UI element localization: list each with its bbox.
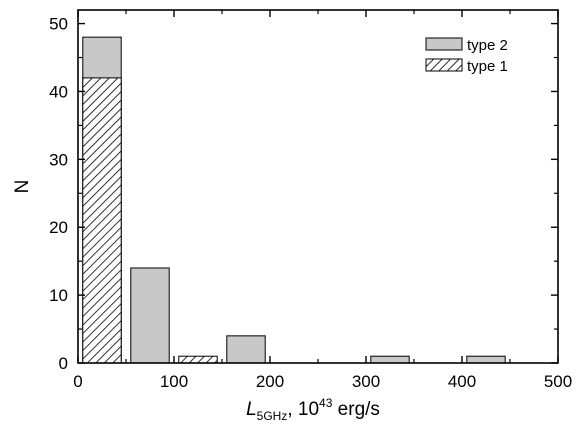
x-axis-title-superscript: 43 bbox=[319, 396, 333, 410]
x-axis-title-suffix: erg/s bbox=[332, 399, 380, 420]
y-tick-label-1: 10 bbox=[49, 286, 68, 305]
y-axis-title: N bbox=[12, 180, 33, 194]
x-axis-title-subscript: 5GHz bbox=[257, 409, 288, 423]
y-tick-label-5: 50 bbox=[49, 15, 68, 34]
x-axis-title-main: L bbox=[246, 399, 257, 420]
legend-swatch-type-2 bbox=[425, 37, 463, 51]
type-1-bar-1 bbox=[178, 355, 218, 364]
legend: type 2 type 1 bbox=[425, 37, 508, 75]
y-tick-label-2: 20 bbox=[49, 218, 68, 237]
y-tick-label-3: 30 bbox=[49, 150, 68, 169]
type-2-bar-5 bbox=[466, 355, 506, 364]
x-tick-label-0: 0 bbox=[73, 372, 82, 391]
type-1-bar-0 bbox=[82, 77, 122, 364]
type-2-bar-1 bbox=[130, 267, 170, 364]
x-tick-label-1: 100 bbox=[160, 372, 188, 391]
x-tick-label-2: 200 bbox=[256, 372, 284, 391]
x-tick-label-3: 300 bbox=[352, 372, 380, 391]
type-2-bar-3 bbox=[226, 335, 266, 364]
legend-label-type-2: type 2 bbox=[467, 37, 508, 54]
bars-layer bbox=[82, 36, 506, 364]
ticks-layer: 0 100 200 300 400 500 0 10 20 30 40 50 bbox=[49, 10, 572, 391]
x-axis-title: L5GHz, 1043 erg/s bbox=[246, 396, 380, 423]
x-axis-title-prefix: , 10 bbox=[287, 399, 319, 420]
x-tick-label-5: 500 bbox=[544, 372, 572, 391]
legend-swatch-type-1 bbox=[425, 58, 463, 72]
type-2-bar-4 bbox=[370, 355, 410, 364]
x-tick-label-4: 400 bbox=[448, 372, 476, 391]
y-tick-label-0: 0 bbox=[59, 354, 68, 373]
y-tick-label-4: 40 bbox=[49, 82, 68, 101]
legend-label-type-1: type 1 bbox=[467, 58, 508, 75]
